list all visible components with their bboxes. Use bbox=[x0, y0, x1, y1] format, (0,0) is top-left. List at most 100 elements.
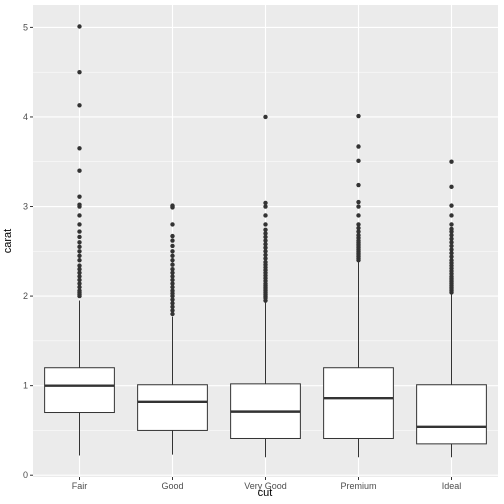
y-tick-label: 5 bbox=[23, 22, 28, 32]
outlier-point bbox=[170, 281, 175, 286]
outlier-point bbox=[449, 159, 454, 164]
outlier-point bbox=[449, 247, 454, 252]
y-tick-label: 0 bbox=[23, 470, 28, 480]
outlier-point bbox=[449, 213, 454, 218]
outlier-point bbox=[77, 103, 82, 108]
outlier-point bbox=[170, 270, 175, 275]
outlier-point bbox=[170, 308, 175, 313]
outlier-point bbox=[170, 267, 175, 272]
outlier-point bbox=[449, 243, 454, 249]
outlier-point bbox=[77, 229, 82, 234]
outlier-point bbox=[77, 69, 82, 75]
outlier-point bbox=[356, 232, 361, 238]
outlier-point bbox=[170, 304, 175, 310]
outlier-point bbox=[77, 274, 82, 279]
outlier-point bbox=[356, 113, 361, 119]
outlier-point bbox=[77, 288, 82, 293]
outlier-point bbox=[77, 146, 82, 151]
outlier-point bbox=[77, 24, 82, 29]
outlier-point bbox=[77, 284, 82, 290]
outlier-point bbox=[356, 144, 361, 149]
outlier-point bbox=[170, 238, 175, 243]
x-tick-label: Very Good bbox=[244, 481, 287, 491]
outlier-point bbox=[77, 270, 82, 275]
outlier-point bbox=[77, 244, 82, 250]
outlier-point bbox=[263, 231, 268, 236]
outlier-point bbox=[356, 229, 361, 234]
outlier-point bbox=[170, 277, 175, 283]
box-group bbox=[137, 203, 208, 455]
outlier-point bbox=[263, 213, 268, 218]
outlier-point bbox=[77, 168, 82, 173]
outlier-point bbox=[263, 222, 268, 227]
outlier-point bbox=[77, 213, 82, 218]
outlier-point bbox=[263, 114, 268, 120]
outlier-point bbox=[77, 281, 82, 286]
outlier-point bbox=[77, 234, 82, 240]
outlier-point bbox=[356, 182, 361, 188]
outlier-point bbox=[170, 284, 175, 290]
x-axis-label: cut bbox=[258, 487, 273, 499]
box-group bbox=[323, 113, 394, 458]
outlier-point bbox=[170, 203, 175, 208]
box-group bbox=[230, 114, 301, 458]
outlier-point bbox=[263, 252, 268, 258]
outlier-point bbox=[449, 222, 454, 227]
outlier-point bbox=[77, 194, 82, 199]
outlier-point bbox=[449, 236, 454, 241]
outlier-point bbox=[356, 213, 361, 218]
box-group bbox=[44, 24, 115, 456]
outlier-point bbox=[77, 202, 82, 207]
outlier-point bbox=[170, 233, 175, 239]
outlier-point bbox=[77, 249, 82, 254]
box-group bbox=[416, 159, 487, 458]
box-body bbox=[137, 384, 208, 431]
outlier-point bbox=[263, 245, 268, 250]
outlier-point bbox=[356, 225, 361, 231]
outlier-point bbox=[170, 262, 175, 267]
outlier-point bbox=[77, 240, 82, 245]
outlier-point bbox=[263, 200, 268, 206]
y-tick-label: 1 bbox=[23, 381, 28, 391]
outlier-point bbox=[356, 222, 361, 227]
outlier-point bbox=[263, 241, 268, 247]
outlier-point bbox=[263, 256, 268, 261]
outlier-point bbox=[263, 238, 268, 243]
outlier-point bbox=[170, 288, 175, 293]
outlier-point bbox=[77, 258, 82, 263]
box-body bbox=[44, 367, 115, 414]
outlier-point bbox=[449, 226, 454, 232]
outlier-point bbox=[263, 204, 268, 209]
outlier-point bbox=[449, 258, 454, 263]
outlier-point bbox=[170, 249, 175, 254]
outlier-point bbox=[170, 274, 175, 279]
outlier-point bbox=[170, 222, 175, 227]
axes: 0 1 2 3 4 5 Fair Good Very Good Premium Ideal bbox=[23, 22, 461, 491]
outlier-point bbox=[77, 277, 82, 283]
outlier-point bbox=[170, 258, 175, 263]
y-tick-label: 4 bbox=[23, 112, 28, 122]
outlier-point bbox=[449, 250, 454, 256]
outlier-point bbox=[77, 267, 82, 272]
outlier-point bbox=[77, 253, 82, 258]
box-body bbox=[323, 367, 394, 439]
outlier-point bbox=[356, 204, 361, 209]
boxes bbox=[44, 24, 487, 458]
outlier-point bbox=[263, 249, 268, 254]
outlier-point bbox=[170, 253, 175, 258]
outlier-point bbox=[263, 259, 268, 265]
outlier-point bbox=[263, 227, 268, 233]
outlier-point bbox=[449, 203, 454, 208]
outlier-point bbox=[170, 301, 175, 306]
outlier-point bbox=[170, 297, 175, 302]
y-tick-label: 3 bbox=[23, 202, 28, 212]
x-tick-label: Ideal bbox=[442, 481, 462, 491]
outlier-point bbox=[263, 234, 268, 240]
outlier-point bbox=[356, 199, 361, 205]
x-tick-label: Premium bbox=[340, 481, 376, 491]
outlier-point bbox=[449, 184, 454, 190]
outlier-point bbox=[170, 311, 175, 317]
y-axis-label: carat bbox=[2, 229, 14, 253]
box-body bbox=[416, 384, 487, 445]
